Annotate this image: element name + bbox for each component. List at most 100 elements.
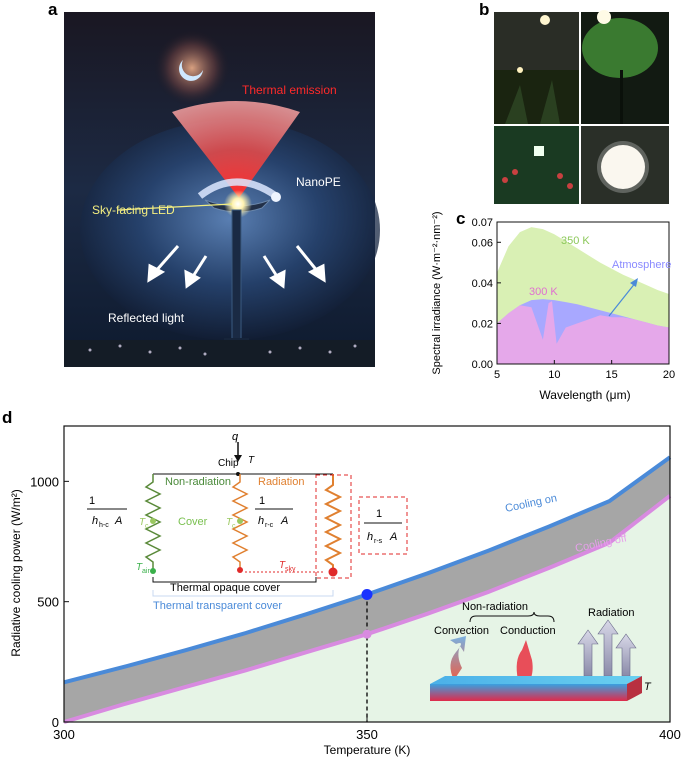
label-atmosphere: Atmosphere (612, 259, 671, 271)
label-300k: 300 K (529, 286, 558, 298)
sky-branch-box (315, 474, 352, 579)
c-xtick-label: 5 (494, 369, 500, 381)
ground (64, 340, 375, 367)
atmosphere-arrowhead (630, 278, 638, 287)
r2-num: 1 (259, 495, 265, 507)
opaque-cover-label: Thermal opaque cover (170, 582, 280, 594)
panel-letter-a: a (48, 0, 58, 19)
slab-temp-label: T (644, 681, 652, 693)
nanope-cover (197, 178, 279, 199)
tsky-sub: sky (285, 566, 296, 573)
r3-num: 1 (376, 508, 382, 520)
tair-sub: air (142, 568, 150, 575)
slab-radiation-label: Radiation (588, 607, 634, 619)
panel-letter-d: d (2, 408, 12, 427)
reflected-light-arrows (147, 245, 326, 289)
d-xtick-label: 400 (659, 727, 681, 742)
panel-d-axes: 300 350 400 0 500 1000 (30, 474, 681, 742)
c-xtick-label: 15 (606, 369, 618, 381)
panel-c-ylabel: Spectral irradiance (W·m⁻²·nm⁻²) (431, 211, 443, 374)
reflected-light-label: Reflected light (108, 311, 185, 325)
convection-icon (450, 636, 466, 680)
thermal-circuit-inset: q Chip T Non-radiation Radiation 1 h h-c… (87, 431, 408, 612)
r1-num: 1 (89, 495, 95, 507)
conduction-label: Conduction (500, 625, 556, 637)
r3-den: h (367, 531, 373, 543)
panel-letter-b: b (479, 0, 489, 19)
moon-halo (154, 30, 230, 106)
slab-top (430, 676, 642, 684)
tc-left-label: T (139, 517, 146, 528)
lamp-glow (80, 120, 380, 340)
convection-label: Convection (434, 625, 489, 637)
nanope-label: NanoPE (296, 175, 341, 189)
moon-icon (179, 60, 203, 81)
lamp-pole (231, 209, 242, 351)
tc-left-sub: c (145, 523, 149, 530)
r2-den: h (258, 515, 264, 527)
nanope-edge (271, 192, 281, 202)
transparent-cover-label: Thermal transparent cover (153, 600, 282, 612)
tc-right-sub: c (232, 523, 236, 530)
tsky-label: T (279, 560, 286, 571)
flowers (88, 344, 357, 356)
d-ytick-label: 1000 (30, 474, 59, 489)
radiation-arrows-icon (577, 619, 637, 677)
slab-non-radiation-label: Non-radiation (462, 601, 528, 613)
panel-letter-c: c (456, 209, 465, 228)
radiation-label: Radiation (258, 476, 304, 488)
d-ytick-label: 0 (52, 715, 59, 730)
c-ytick-label: 0.06 (472, 237, 493, 249)
c-xtick-label: 20 (663, 369, 675, 381)
resistor-convection (144, 474, 162, 570)
tair-label: T (136, 562, 143, 573)
heat-flux-q: q (232, 431, 239, 443)
chip-label: Chip (218, 458, 239, 469)
conduction-icon (516, 640, 533, 680)
c-ytick-label: 0.07 (472, 217, 493, 229)
c-ytick-label: 0.02 (472, 318, 493, 330)
data-marker-cooling-on (361, 588, 373, 600)
photo-garden (494, 126, 579, 204)
panel-c-chart: 5 10 15 20 0.00 0.02 0.04 0.06 0.07 Wavelength (… (431, 211, 675, 402)
d-xtick-label: 350 (356, 727, 378, 742)
r3-den-sub: r-s (374, 538, 383, 545)
c-ytick-label: 0.04 (472, 278, 493, 290)
panel-b (494, 10, 669, 204)
slab-front (430, 684, 627, 701)
panel-d-plot-area (63, 455, 672, 724)
r1-den: h (92, 515, 98, 527)
r2-den-sub: r-c (265, 522, 274, 529)
led-label-line (117, 203, 233, 211)
sky-resistance-box (358, 496, 408, 555)
thermal-emission-cone (172, 101, 300, 198)
chip-temp-label: T (248, 455, 255, 466)
r1-den-sub: h-c (99, 522, 109, 529)
panel-d-chart: 300 350 400 0 500 1000 Temperature (K) Radiat… (9, 425, 681, 757)
tc-right-label: T (226, 517, 233, 528)
c-xtick-label: 10 (548, 369, 560, 381)
thermal-emission-label: Thermal emission (242, 83, 337, 97)
panel-c-frame (496, 221, 670, 365)
r1-den-tail: A (114, 515, 122, 527)
d-ytick-label: 500 (37, 595, 59, 610)
resistor-sky (323, 474, 343, 570)
r3-den-tail: A (389, 531, 397, 543)
atmosphere-arrow (608, 281, 637, 317)
panel-c-axes: 5 10 15 20 0.00 0.02 0.04 0.06 0.07 (472, 217, 676, 381)
sky-facing-led-label: Sky-facing LED (92, 203, 175, 217)
slab-side (627, 676, 642, 701)
non-radiation-label: Non-radiation (165, 476, 231, 488)
resistor-radiation (231, 474, 249, 570)
r2-den-tail: A (280, 515, 288, 527)
panel-a: Thermal emission NanoPE Sky-facing LED R… (64, 12, 380, 367)
panel-d-xlabel: Temperature (K) (324, 743, 411, 757)
panel-c-xlabel: Wavelength (μm) (539, 388, 630, 402)
cooling-gap-band (64, 457, 670, 722)
label-350k: 350 K (561, 235, 590, 247)
slab-inset: Non-radiation Convection Conduction Radi… (430, 601, 652, 701)
d-xtick-label: 300 (53, 727, 75, 742)
c-ytick-label: 0.00 (472, 359, 493, 371)
cover-label: Cover (178, 516, 208, 528)
